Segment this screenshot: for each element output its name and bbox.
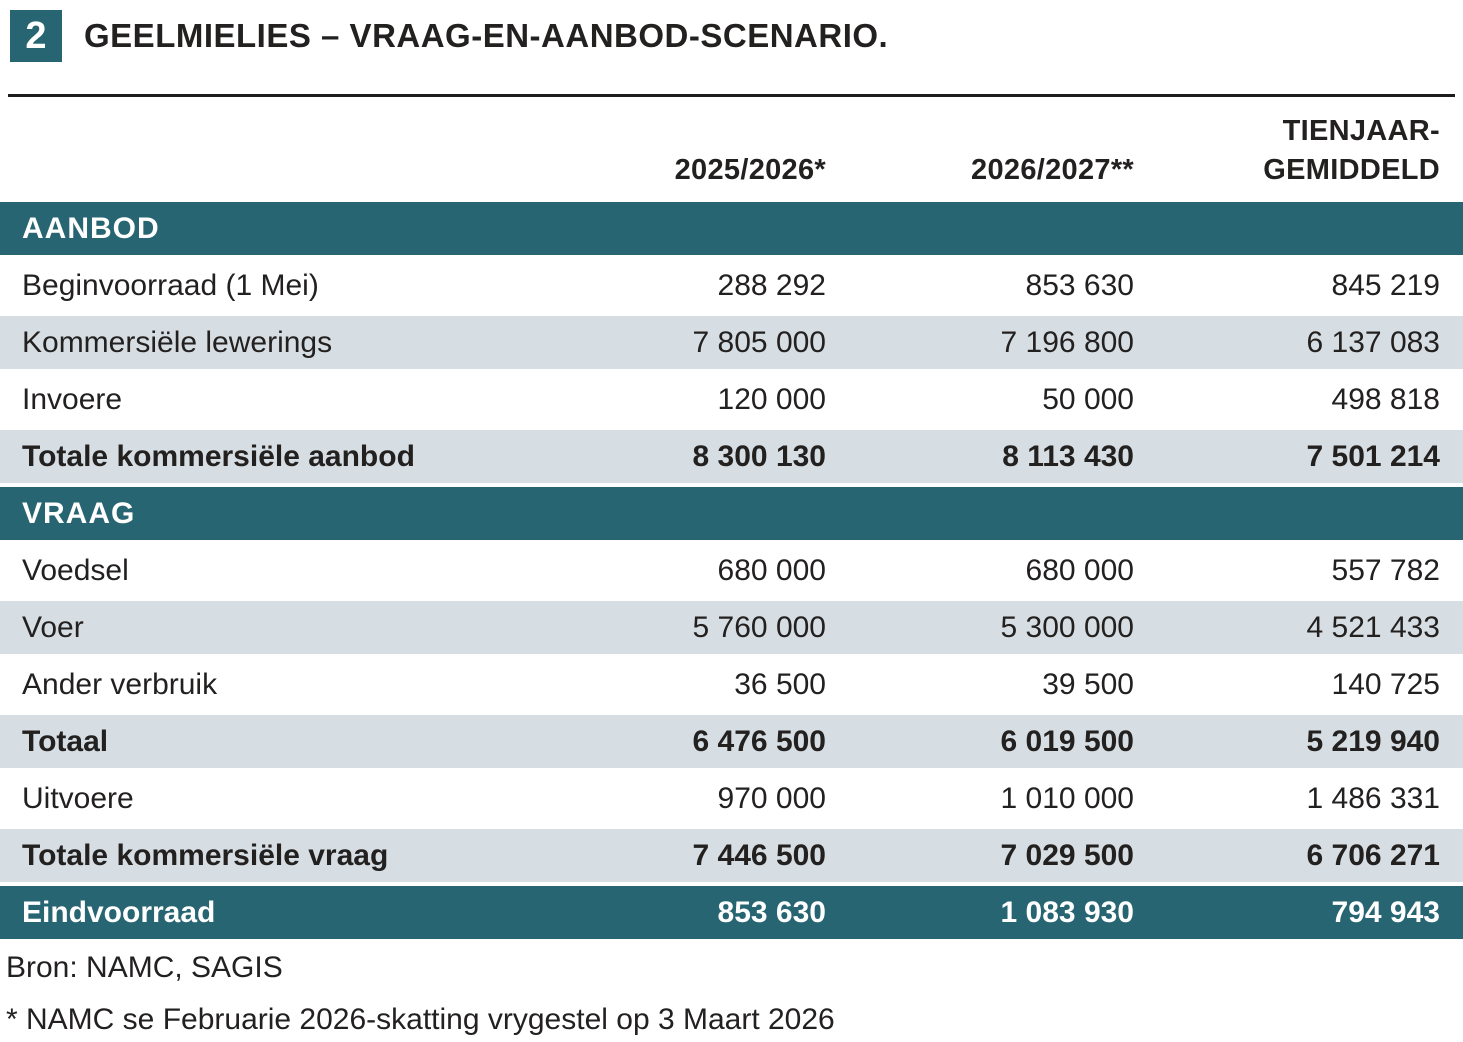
- column-header-tienjaar-gemiddeld: TIENJAAR- GEMIDDELD: [1134, 112, 1463, 190]
- row-label: Beginvoorraad (1 Mei): [22, 268, 319, 302]
- cell-2026-2027: 7 029 500: [1000, 838, 1134, 872]
- row-voedsel: Voedsel 680 000 680 000 557 782: [0, 544, 1463, 597]
- cell-2025-2026: 853 630: [717, 895, 826, 929]
- row-beginvoorraad: Beginvoorraad (1 Mei) 288 292 853 630 84…: [0, 259, 1463, 312]
- row-ander-verbruik: Ander verbruik 36 500 39 500 140 725: [0, 658, 1463, 711]
- row-label: Totaal: [22, 724, 109, 758]
- cell-2026-2027: 853 630: [1025, 268, 1134, 302]
- footnote-line: * NAMC se Februarie 2026-skatting vryges…: [6, 1003, 835, 1036]
- section-label: AANBOD: [22, 211, 160, 245]
- row-label: Totale kommersiële vraag: [22, 838, 389, 872]
- cell-2025-2026: 680 000: [717, 553, 826, 587]
- section-header-aanbod: AANBOD: [0, 202, 1463, 255]
- cell-2025-2026: 6 476 500: [692, 724, 826, 758]
- row-label: Voedsel: [22, 553, 129, 587]
- row-kommersiele-lewerings: Kommersiële lewerings 7 805 000 7 196 80…: [0, 316, 1463, 369]
- cell-2025-2026: 36 500: [734, 667, 826, 701]
- figure-title: GEELMIELIES – VRAAG-EN-AANBOD-SCENARIO.: [84, 17, 889, 54]
- cell-2025-2026: 7 805 000: [692, 325, 826, 359]
- source-line: Bron: NAMC, SAGIS: [6, 951, 283, 984]
- row-voer: Voer 5 760 000 5 300 000 4 521 433: [0, 601, 1463, 654]
- cell-2025-2026: 120 000: [717, 382, 826, 416]
- row-totale-kommersiele-aanbod: Totale kommersiële aanbod 8 300 130 8 11…: [0, 430, 1463, 483]
- row-label: Invoere: [22, 382, 123, 416]
- cell-2026-2027: 5 300 000: [1000, 610, 1134, 644]
- column-header-tienjaar-line2: GEMIDDELD: [1263, 153, 1440, 186]
- column-header-2025-2026: 2025/2026*: [674, 153, 826, 186]
- cell-2026-2027: 6 019 500: [1000, 724, 1134, 758]
- cell-2025-2026: 7 446 500: [692, 838, 826, 872]
- cell-tienjaar-gemiddeld: 845 219: [1331, 268, 1440, 302]
- column-header-2026-2027: 2026/2027**: [971, 153, 1134, 186]
- row-totaal: Totaal 6 476 500 6 019 500 5 219 940: [0, 715, 1463, 768]
- section-header-vraag: VRAAG: [0, 487, 1463, 540]
- cell-tienjaar-gemiddeld: 794 943: [1331, 895, 1440, 929]
- cell-2026-2027: 50 000: [1042, 382, 1134, 416]
- row-label: Uitvoere: [22, 781, 134, 815]
- cell-2026-2027: 7 196 800: [1000, 325, 1134, 359]
- row-totale-kommersiele-vraag: Totale kommersiële vraag 7 446 500 7 029…: [0, 829, 1463, 882]
- cell-2025-2026: 5 760 000: [692, 610, 826, 644]
- row-uitvoere: Uitvoere 970 000 1 010 000 1 486 331: [0, 772, 1463, 825]
- cell-tienjaar-gemiddeld: 5 219 940: [1306, 724, 1440, 758]
- cell-tienjaar-gemiddeld: 1 486 331: [1306, 781, 1440, 815]
- column-header-tienjaar-line1: TIENJAAR-: [1282, 114, 1440, 147]
- cell-2026-2027: 39 500: [1042, 667, 1134, 701]
- cell-tienjaar-gemiddeld: 6 137 083: [1306, 325, 1440, 359]
- section-label: VRAAG: [22, 496, 136, 530]
- row-eindvoorraad: Eindvoorraad 853 630 1 083 930 794 943: [0, 886, 1463, 939]
- cell-tienjaar-gemiddeld: 6 706 271: [1306, 838, 1440, 872]
- cell-tienjaar-gemiddeld: 557 782: [1331, 553, 1440, 587]
- row-label: Ander verbruik: [22, 667, 218, 701]
- row-invoere: Invoere 120 000 50 000 498 818: [0, 373, 1463, 426]
- title-divider-rule: [8, 94, 1455, 97]
- cell-2026-2027: 1 010 000: [1000, 781, 1134, 815]
- row-label: Voer: [22, 610, 84, 644]
- cell-2026-2027: 1 083 930: [1000, 895, 1134, 929]
- row-label: Eindvoorraad: [22, 895, 216, 929]
- table-column-headers: 2025/2026* 2026/2027** TIENJAAR- GEMIDDE…: [0, 97, 1463, 202]
- row-label: Kommersiële lewerings: [22, 325, 333, 359]
- cell-2025-2026: 970 000: [717, 781, 826, 815]
- cell-2026-2027: 8 113 430: [1002, 439, 1134, 473]
- figure-titlebar: 2 GEELMIELIES – VRAAG-EN-AANBOD-SCENARIO…: [0, 0, 1463, 62]
- cell-2025-2026: 288 292: [717, 268, 826, 302]
- cell-2026-2027: 680 000: [1025, 553, 1134, 587]
- cell-2025-2026: 8 300 130: [692, 439, 826, 473]
- cell-tienjaar-gemiddeld: 7 501 214: [1306, 439, 1440, 473]
- figure-number-badge: 2: [10, 10, 62, 62]
- cell-tienjaar-gemiddeld: 498 818: [1331, 382, 1440, 416]
- row-label: Totale kommersiële aanbod: [22, 439, 415, 473]
- cell-tienjaar-gemiddeld: 140 725: [1331, 667, 1440, 701]
- cell-tienjaar-gemiddeld: 4 521 433: [1306, 610, 1440, 644]
